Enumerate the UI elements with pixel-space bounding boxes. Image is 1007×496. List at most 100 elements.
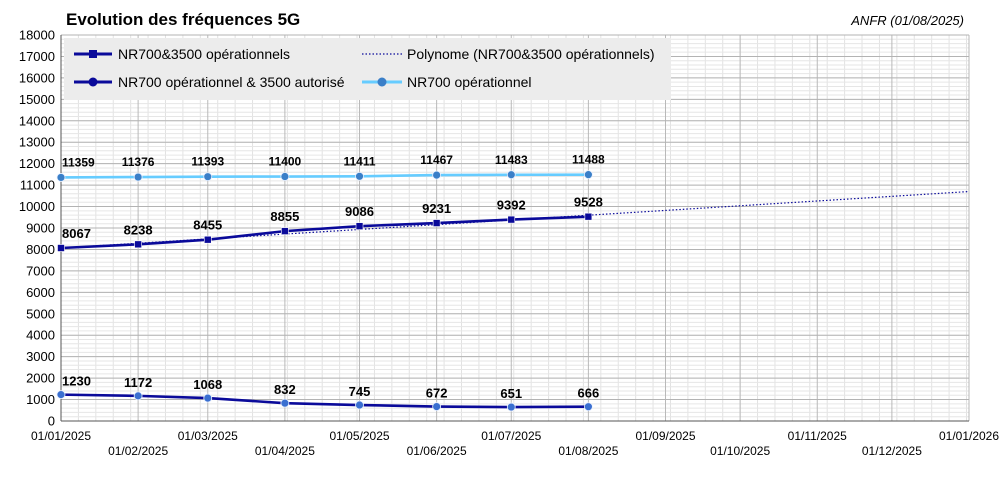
data-point xyxy=(355,400,364,410)
legend-label: Polynome (NR700&3500 opérationnels) xyxy=(407,46,654,62)
data-point xyxy=(57,244,65,252)
data-point xyxy=(432,170,442,180)
x-tick-label: 01/08/2025 xyxy=(558,444,618,458)
legend-circle-marker xyxy=(88,77,98,87)
legend-item-nr700-3500: NR700&3500 opérationnels xyxy=(74,46,290,62)
data-point xyxy=(133,172,143,182)
data-label: 11393 xyxy=(191,155,224,169)
chart-title: Evolution des fréquences 5G xyxy=(66,10,300,29)
y-tick-label: 16000 xyxy=(19,70,55,85)
data-point xyxy=(432,402,442,411)
y-tick-label: 4000 xyxy=(26,328,55,343)
y-tick-label: 1000 xyxy=(26,392,55,407)
y-tick-label: 8000 xyxy=(26,242,55,257)
y-tick-label: 7000 xyxy=(26,263,55,278)
x-tick-label: 01/11/2025 xyxy=(788,429,847,443)
series-line xyxy=(60,393,589,409)
data-point xyxy=(56,390,66,400)
x-tick-label: 01/10/2025 xyxy=(710,444,770,458)
x-tick-label: 01/02/2025 xyxy=(108,444,168,458)
data-point xyxy=(584,212,593,221)
y-tick-label: 9000 xyxy=(26,221,55,236)
legend-item-nr700: NR700 opérationnel xyxy=(362,74,532,90)
data-labels: 11359 11376 11393 11400 11411 11467 11483 11488… xyxy=(62,153,605,401)
series-group xyxy=(56,170,970,412)
data-point xyxy=(432,219,441,227)
data-point xyxy=(203,172,213,182)
chart-source: ANFR (01/08/2025) xyxy=(850,13,964,28)
y-tick-label: 0 xyxy=(48,414,55,429)
data-point xyxy=(355,222,364,230)
y-tick-label: 18000 xyxy=(19,28,55,43)
data-point xyxy=(134,240,142,249)
y-tick-label: 10000 xyxy=(19,199,55,214)
x-tick-label: 01/01/2025 xyxy=(31,429,91,443)
x-tick-label: 01/05/2025 xyxy=(329,429,389,443)
x-tick-label: 01/09/2025 xyxy=(635,429,695,443)
data-point xyxy=(507,215,516,224)
y-tick-label: 17000 xyxy=(19,49,55,64)
y-tick-label: 15000 xyxy=(19,92,55,107)
data-label: 9086 xyxy=(345,204,374,219)
data-point xyxy=(281,227,289,235)
legend-item-polynome: Polynome (NR700&3500 opérationnels) xyxy=(362,46,654,62)
data-point xyxy=(506,402,516,412)
series-line xyxy=(60,173,589,179)
x-tick-label: 01/01/2026 xyxy=(939,429,999,443)
data-label: 745 xyxy=(349,384,371,399)
data-label: 11411 xyxy=(343,154,375,168)
legend-circle-marker xyxy=(377,77,387,87)
data-label: 1230 xyxy=(62,374,91,389)
data-label: 8455 xyxy=(193,218,222,233)
data-label: 1068 xyxy=(193,377,222,392)
data-label: 8067 xyxy=(62,226,91,241)
data-label: 11359 xyxy=(62,155,95,169)
data-label: 651 xyxy=(500,386,522,401)
data-label: 672 xyxy=(426,386,448,401)
data-label: 11467 xyxy=(420,153,453,167)
data-point xyxy=(56,173,66,182)
y-axis-ticks: 0 1000 2000 3000 4000 5000 6000 7000 8000 9000 100… xyxy=(19,28,55,429)
data-point xyxy=(583,402,593,412)
x-tick-label: 01/03/2025 xyxy=(178,429,238,443)
data-label: 11376 xyxy=(122,155,155,169)
data-label: 11488 xyxy=(572,153,605,167)
axes xyxy=(60,35,969,422)
x-tick-label: 01/12/2025 xyxy=(862,444,922,458)
y-tick-label: 6000 xyxy=(26,285,55,300)
y-tick-label: 3000 xyxy=(26,349,55,364)
y-tick-label: 13000 xyxy=(19,135,55,150)
data-point xyxy=(355,171,364,181)
legend-background xyxy=(64,38,671,100)
x-tick-label: 01/06/2025 xyxy=(407,444,467,458)
data-label: 11483 xyxy=(495,153,528,167)
legend: NR700&3500 opérationnels Polynome (NR700… xyxy=(64,38,671,100)
data-point xyxy=(506,170,516,180)
y-tick-label: 5000 xyxy=(26,306,55,321)
data-label: 666 xyxy=(578,386,600,401)
data-label: 9231 xyxy=(422,201,451,216)
y-tick-label: 11000 xyxy=(20,178,55,193)
data-point xyxy=(280,172,290,181)
y-tick-label: 12000 xyxy=(19,156,55,171)
data-point xyxy=(280,398,290,408)
legend-item-nr700-3500-autorise: NR700 opérationnel & 3500 autorisé xyxy=(74,74,345,90)
data-label: 8855 xyxy=(270,209,299,224)
data-point xyxy=(133,391,143,401)
data-label: 9528 xyxy=(574,195,603,210)
data-point xyxy=(203,393,213,403)
data-label: 11400 xyxy=(269,155,302,169)
data-label: 9392 xyxy=(497,198,526,213)
y-tick-label: 14000 xyxy=(19,113,55,128)
x-tick-label: 01/04/2025 xyxy=(255,444,315,458)
data-point xyxy=(203,235,212,244)
data-label: 832 xyxy=(274,382,296,397)
series-line xyxy=(60,215,589,250)
x-axis-ticks: 01/01/2025 01/02/2025 01/03/2025 01/04/2025… xyxy=(31,429,999,458)
legend-label: NR700&3500 opérationnels xyxy=(118,46,290,62)
legend-square-marker xyxy=(89,50,97,58)
legend-label: NR700 opérationnel & 3500 autorisé xyxy=(118,74,345,90)
x-tick-label: 01/07/2025 xyxy=(481,429,541,443)
data-point xyxy=(583,170,593,180)
